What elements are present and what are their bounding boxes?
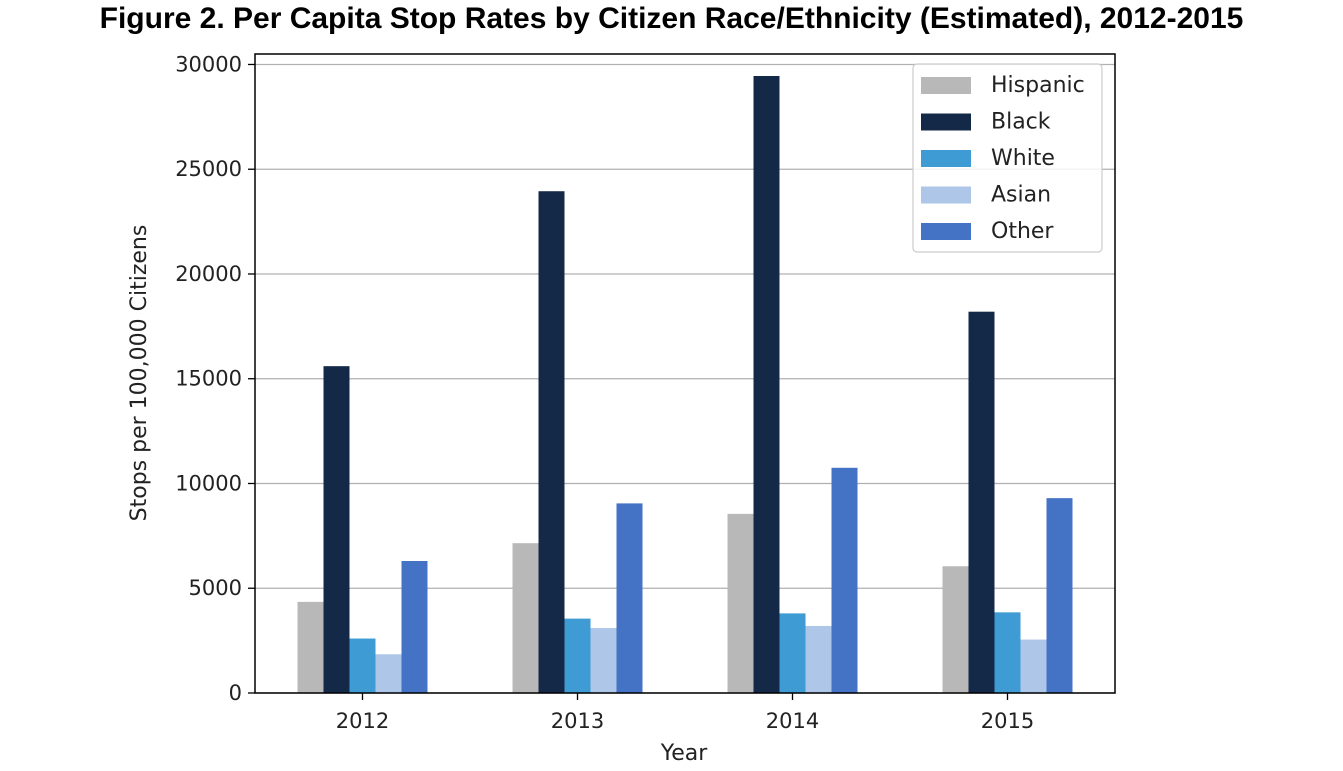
x-tick-label: 2014 [766,709,819,733]
legend-label-black: Black [991,110,1051,135]
bar-black-2015 [968,311,995,693]
legend-label-asian: Asian [991,183,1051,208]
x-axis-label: Year [660,741,709,766]
legend-label-white: White [991,146,1055,171]
bar-hispanic-2014 [727,513,754,693]
legend-box [912,63,1103,253]
y-tick-label: 30000 [175,52,242,76]
legend-swatch-black [921,113,971,131]
bar-white-2013 [564,618,591,693]
legend-swatch-hispanic [921,77,971,94]
legend-swatch-other [921,223,971,240]
bar-white-2014 [779,613,806,693]
chart-title: Figure 2. Per Capita Stop Rates by Citiz… [99,2,1244,35]
y-tick-label: 15000 [175,367,242,391]
bar-asian-2014 [805,625,832,693]
bar-black-2013 [538,191,565,693]
x-tick-label: 2013 [551,709,604,733]
bar-white-2012 [349,638,376,693]
bar-hispanic-2013 [512,543,539,693]
bar-other-2015 [1046,498,1073,693]
legend-swatch-asian [921,186,971,204]
y-tick-label: 25000 [175,157,242,181]
y-tick-label: 20000 [175,262,242,286]
y-tick-label: 0 [229,681,242,705]
bars [297,75,1073,694]
y-tick-label: 5000 [189,576,242,600]
bar-hispanic-2015 [942,566,969,693]
bar-other-2012 [401,561,428,693]
bar-white-2015 [994,612,1021,693]
plot-frame [254,53,1116,694]
legend: Hispanic Black White Asian Other [912,63,1103,253]
x-tick-label: 2012 [336,709,389,733]
bar-asian-2015 [1020,639,1047,693]
bar-other-2014 [831,467,858,693]
bar-asian-2013 [590,628,617,693]
y-axis-label: Stops per 100,000 Citizens [127,225,152,522]
bar-hispanic-2012 [297,601,324,693]
axes: 0 5000 10000 15000 20000 25000 30000 2012 2013 20… [175,52,1116,733]
x-tick-label: 2015 [981,709,1034,733]
bar-black-2012 [323,366,350,693]
bar-other-2013 [616,503,643,693]
legend-label-other: Other [991,219,1054,244]
legend-label-hispanic: Hispanic [991,73,1085,98]
bar-asian-2012 [375,654,402,693]
y-tick-label: 10000 [175,471,242,495]
legend-swatch-white [921,150,971,167]
bar-black-2014 [753,75,780,694]
